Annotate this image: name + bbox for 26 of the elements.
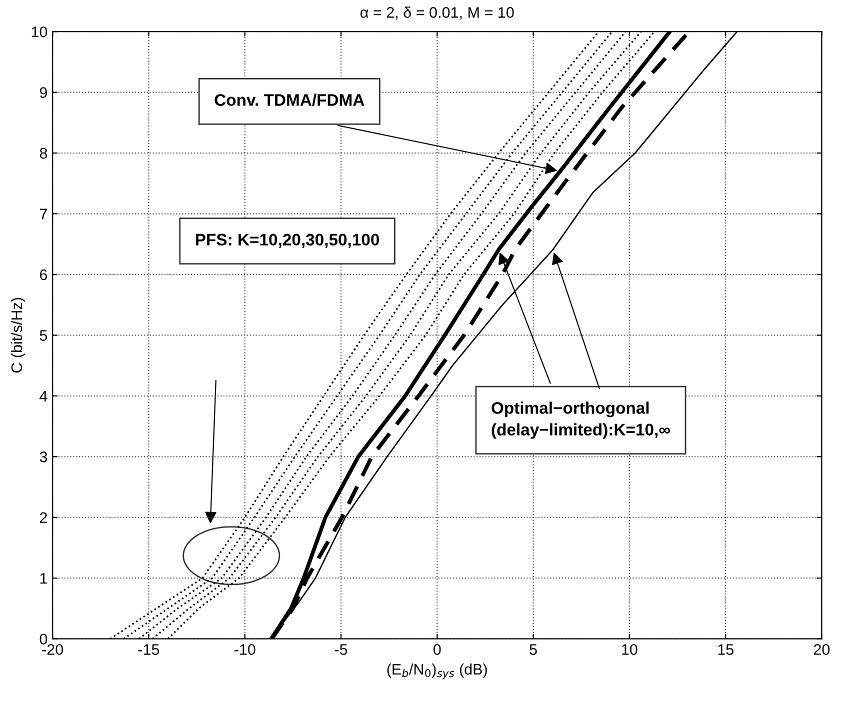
annotation: PFS: K=10,20,30,50,100 <box>196 234 380 248</box>
y-tick-label: 1 <box>40 573 47 584</box>
y-tick-label: 2 <box>40 512 47 523</box>
y-tick-label: 6 <box>40 269 48 280</box>
annotation: Optimal−orthogonal (delay−limited):K=10,∞ <box>492 402 670 439</box>
x-tick-label: 20 <box>814 644 830 655</box>
x-axis-title: (E$_{b}$/N$_{0}$)$_{sys}$ (dB) <box>387 663 487 680</box>
y-tick-label: 0 <box>40 634 48 645</box>
x-tick-label: 5 <box>530 644 537 655</box>
y-tick-label: 8 <box>40 148 48 159</box>
y-tick-label: 7 <box>40 208 47 220</box>
chart-title: α = 2, δ = 0.01, M = 10 <box>360 6 514 20</box>
x-tick-label: 15 <box>718 644 734 655</box>
x-tick-label: -15 <box>138 644 160 655</box>
y-tick-label: 9 <box>40 87 47 98</box>
y-tick-label: 3 <box>40 452 48 462</box>
x-tick-label: -20 <box>42 644 64 655</box>
x-tick-label: 10 <box>622 644 638 655</box>
x-tick-label: 0 <box>433 644 441 655</box>
x-tick-label: -10 <box>234 644 256 655</box>
y-tick-label: 10 <box>32 26 48 38</box>
y-tick-label: 4 <box>40 390 48 402</box>
y-tick-label: 5 <box>40 330 48 341</box>
annotation: Conv. TDMA/FDMA <box>214 94 364 106</box>
x-tick-label: -5 <box>334 644 348 655</box>
y-axis-title: C (bit/s/Hz) <box>10 298 26 373</box>
